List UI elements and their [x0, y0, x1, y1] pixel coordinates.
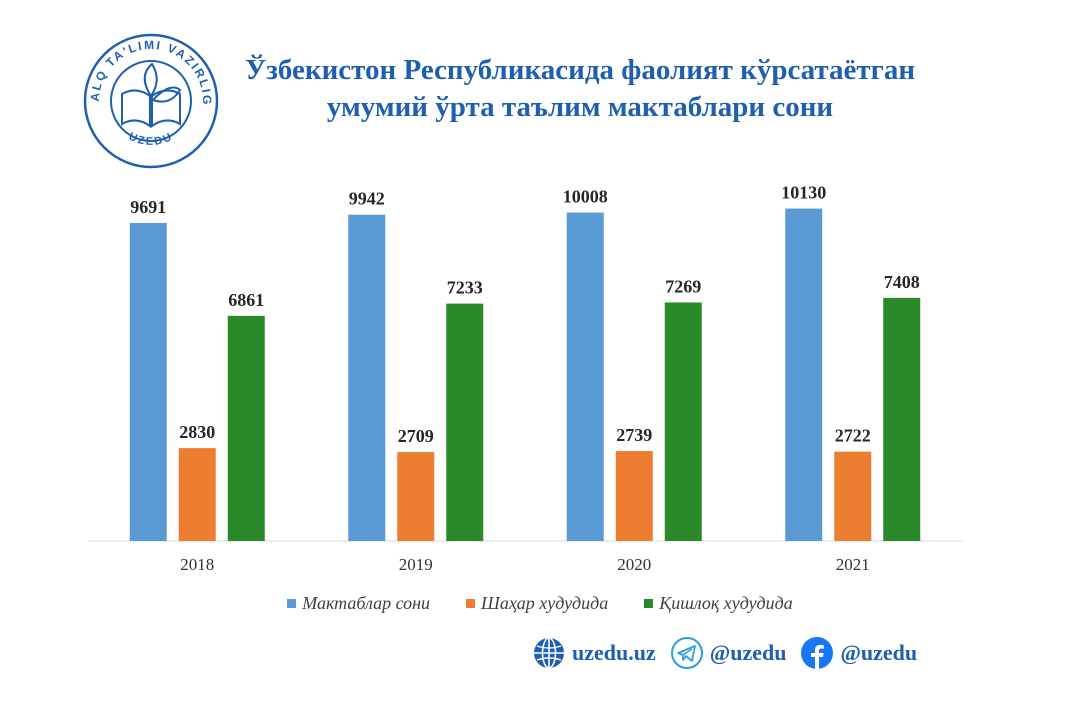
- data-label: 7408: [884, 272, 920, 292]
- svg-text:UZEDU: UZEDU: [127, 131, 175, 148]
- bar: [129, 222, 167, 542]
- bar: [566, 212, 604, 541]
- legend-swatch: [644, 599, 654, 608]
- legend-swatch: [287, 599, 297, 608]
- data-label: 7269: [665, 276, 701, 296]
- facebook-link[interactable]: @uzedu: [840, 640, 918, 665]
- legend-label: Қишлоқ худудида: [659, 593, 793, 613]
- telegram-icon: [670, 637, 703, 669]
- legend-item: Қишлоқ худудида: [644, 593, 793, 614]
- data-label: 9691: [130, 197, 166, 217]
- chart-title: Ўзбекистон Республикасида фаолият кўрсат…: [244, 54, 916, 123]
- social-links: uzedu.uz @uzedu @uzedu: [532, 636, 917, 670]
- bar: [178, 448, 216, 541]
- x-tick-label: 2020: [617, 555, 651, 574]
- legend-item: Шаҳар худудида: [466, 593, 608, 614]
- social-telegram[interactable]: @uzedu: [670, 636, 787, 670]
- data-label: 2830: [179, 422, 215, 442]
- bar: [446, 303, 484, 541]
- bar: [664, 302, 702, 541]
- legend-label: Мактаблар сони: [302, 593, 431, 613]
- x-tick-label: 2018: [180, 555, 214, 574]
- bar: [883, 297, 921, 541]
- social-website[interactable]: uzedu.uz: [532, 636, 656, 670]
- chart-legend: Мактаблар сони Шаҳар худудида Қишлоқ худуд…: [0, 593, 1080, 614]
- x-tick-label: 2019: [399, 555, 433, 574]
- bar: [227, 315, 265, 541]
- data-label: 2722: [835, 426, 871, 446]
- facebook-icon: [801, 637, 834, 669]
- data-label: 7233: [447, 278, 483, 298]
- bar: [785, 208, 823, 541]
- data-label: 2709: [398, 426, 434, 446]
- data-label: 10130: [781, 183, 826, 203]
- bar: [615, 451, 653, 541]
- data-label: 6861: [228, 290, 264, 310]
- globe-icon: [534, 637, 564, 669]
- bar: [348, 214, 386, 542]
- data-label: 9942: [349, 189, 385, 209]
- bar: [397, 452, 435, 541]
- legend-label: Шаҳар худудида: [481, 593, 609, 613]
- legend-item: Мактаблар сони: [287, 593, 430, 614]
- data-label: 10008: [563, 187, 608, 207]
- logo-text-bottom: UZEDU: [127, 131, 173, 148]
- social-facebook[interactable]: @uzedu: [800, 636, 917, 670]
- data-label: 2739: [616, 425, 652, 445]
- x-tick-label: 2021: [836, 555, 870, 574]
- legend-swatch: [466, 599, 476, 608]
- website-link[interactable]: uzedu.uz: [572, 640, 656, 665]
- ministry-logo: XALQ TA'LIMI VAZIRLIGI UZEDU: [80, 30, 219, 169]
- bar: [834, 451, 872, 541]
- telegram-link[interactable]: @uzedu: [709, 640, 787, 665]
